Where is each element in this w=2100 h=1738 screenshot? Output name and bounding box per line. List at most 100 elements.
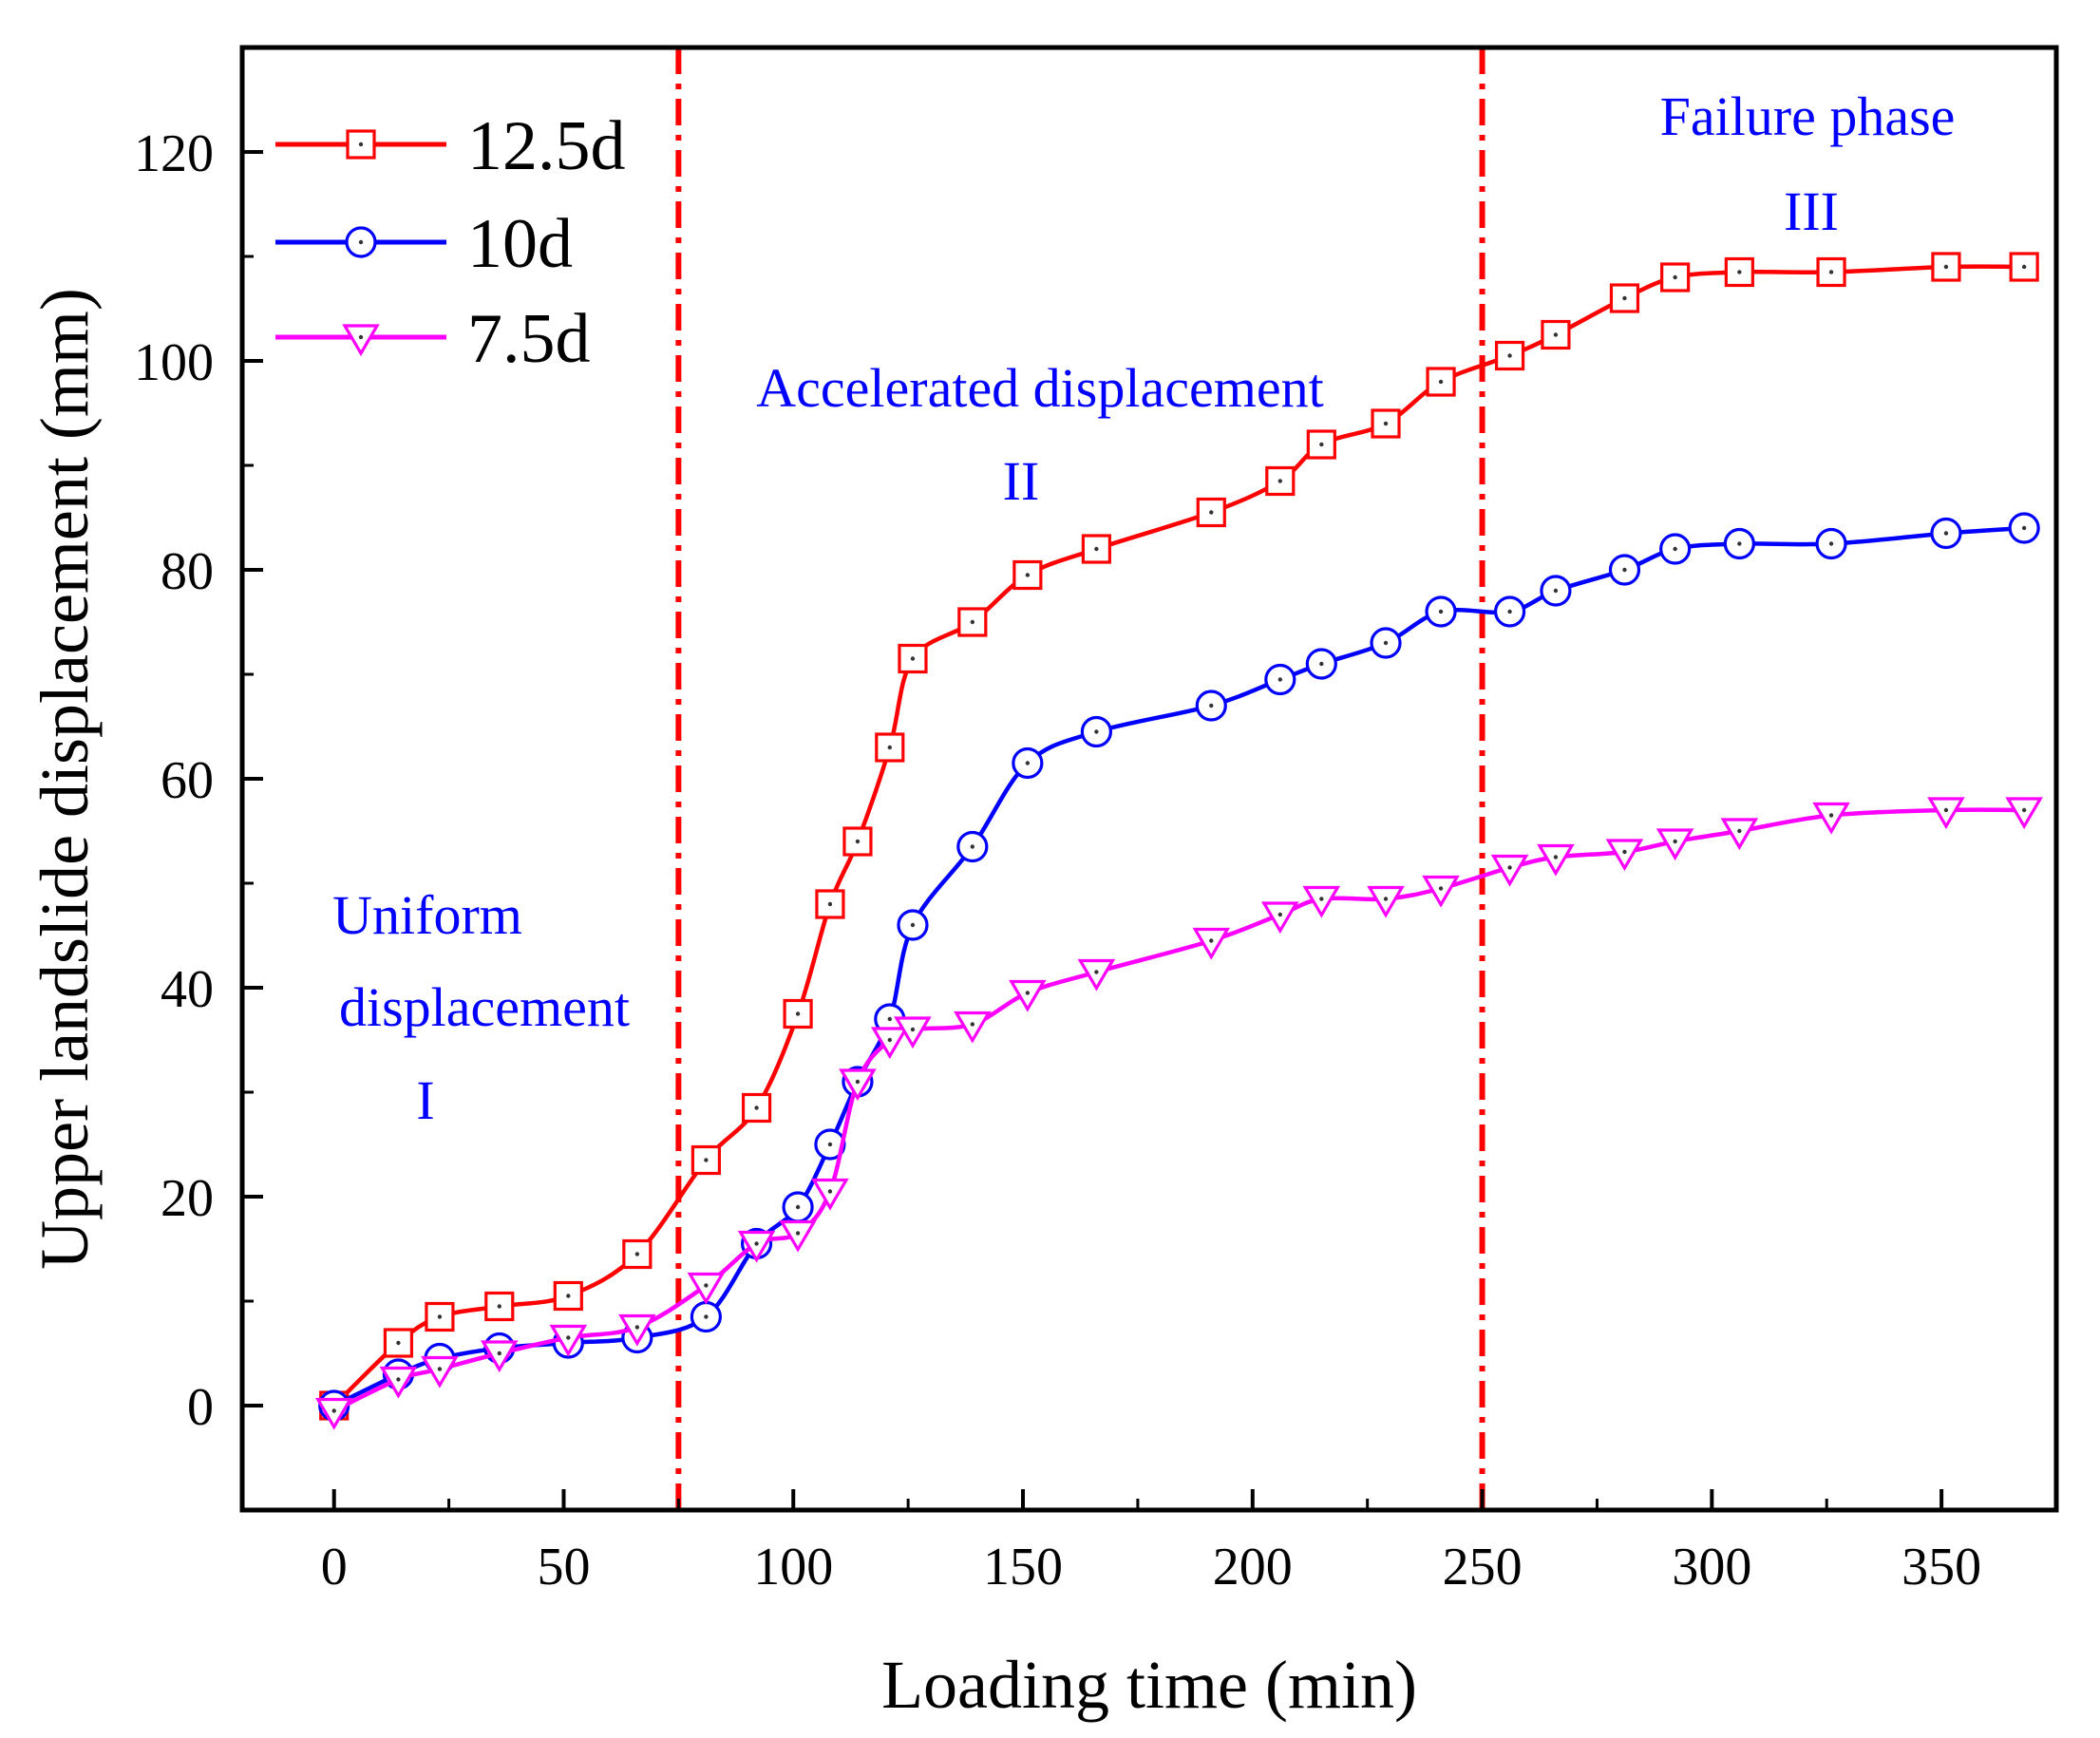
legend-item-10d: 10d [275,205,573,283]
data-point [1659,533,1692,565]
data-point [1302,885,1341,918]
data-point [1306,429,1336,460]
series-7-5d [314,797,2043,1430]
phase-2-label-line-1: Accelerated displacement [756,357,1323,419]
phase-3-roman-numeral: III [1784,180,1839,242]
series-12-5d [319,252,2039,1421]
data-point [782,1191,814,1223]
x-tick-label: 100 [753,1538,833,1596]
data-point [2005,797,2043,830]
data-point [875,732,905,763]
legend-item-12-5d: 12.5d [275,107,626,185]
data-point [815,889,845,919]
data-point [1192,927,1231,960]
x-tick-label: 250 [1443,1538,1523,1596]
data-point [1494,340,1525,371]
legend: 12.5d 10d 7.5d [275,107,626,378]
data-point [1264,663,1296,696]
legend-item-7-5d: 7.5d [275,300,591,378]
data-point [1720,818,1759,851]
data-point [1931,252,1961,282]
data-point [1426,367,1456,397]
data-point [1724,256,1754,288]
data-point [1371,408,1401,439]
data-point [1605,839,1644,872]
phase-3-label-line-1: Failure phase [1660,85,1956,147]
y-tick-label: 20 [161,1169,214,1228]
data-point [1080,715,1112,748]
phase-1-label-line-1: Uniform [332,884,522,946]
x-tick-label: 150 [983,1538,1063,1596]
data-point [622,1238,653,1270]
legend-label: 12.5d [467,107,626,185]
x-axis-title: Loading time (min) [881,1647,1417,1723]
data-point [811,1178,849,1211]
y-tick-label: 80 [161,542,214,601]
phase-2-roman-numeral: II [1003,450,1040,512]
phase-3-annotation: Failure phase III [1660,85,1956,242]
y-tick-label: 40 [161,960,214,1019]
data-point [1723,527,1755,560]
data-point [379,1366,418,1399]
data-point [1077,958,1116,992]
y-tick-label: 0 [187,1378,214,1437]
data-point [1265,465,1296,497]
data-point [1540,575,1572,607]
data-point [1422,875,1460,908]
data-point [1195,690,1227,722]
data-point [1196,497,1226,528]
data-point [425,1301,455,1332]
data-point [421,1355,459,1389]
data-point [2009,252,2039,282]
data-point [1012,746,1044,780]
y-tick-label: 100 [134,333,214,392]
data-point [480,1340,519,1373]
data-point [1816,256,1846,288]
data-point [894,1016,932,1049]
data-point [1541,319,1571,350]
data-point [1370,627,1402,659]
phase-boundaries [675,47,1485,1510]
data-point [484,1291,515,1322]
data-point [549,1324,588,1357]
data-point [1012,559,1043,591]
data-point [690,1300,722,1333]
series-group [314,252,2043,1430]
x-tick-label: 300 [1672,1538,1751,1596]
data-point [1655,828,1694,861]
legend-swatch-marker [345,226,377,258]
data-point [618,1313,656,1347]
data-point [1493,595,1526,628]
legend-label: 7.5d [467,300,591,378]
phase-2-annotation: Accelerated displacement II [756,357,1323,512]
x-tick-label: 0 [321,1538,348,1596]
data-point [737,1230,776,1263]
legend-label: 10d [467,205,573,283]
data-point [1425,595,1457,628]
phase-annotations: Uniform displacement I Accelerated displ… [332,85,1955,1131]
data-point [2008,512,2040,544]
data-point [1305,648,1337,680]
legend-swatch-marker [342,324,380,357]
data-point [1812,802,1850,835]
data-point [1537,843,1575,877]
data-point [1609,283,1640,313]
y-axis-title: Upper landslide displacement (mm) [27,288,103,1270]
data-point [687,1272,726,1305]
y-tick-label: 120 [134,124,214,183]
data-point [957,607,988,637]
series-line [332,525,2025,1408]
phase-1-label-line-2: displacement [339,976,630,1038]
data-point [1490,854,1529,887]
data-point [691,1144,721,1176]
data-point [1608,554,1641,586]
data-point [1261,901,1299,935]
data-point [1660,262,1691,293]
data-point [1081,534,1111,564]
phase-1-annotation: Uniform displacement I [332,884,630,1131]
data-point [1930,517,1962,550]
data-point [1815,527,1847,560]
data-point [871,1027,909,1060]
data-point [1009,979,1047,1012]
